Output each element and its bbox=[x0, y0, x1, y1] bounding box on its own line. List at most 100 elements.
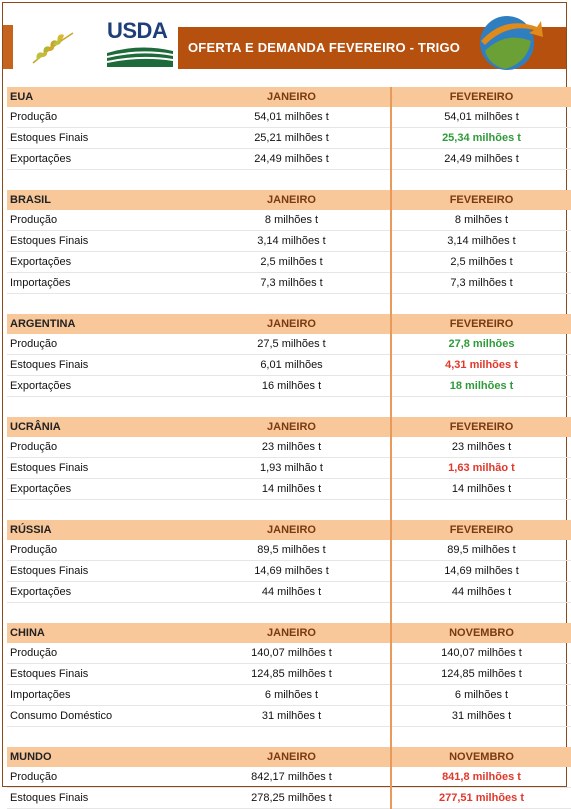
value-current: 18 milhões t bbox=[391, 375, 571, 397]
value-current: 6 milhões t bbox=[391, 684, 571, 706]
column-header-current: FEVEREIRO bbox=[391, 87, 571, 107]
table-row: Exportações 24,49 milhões t 24,49 milhões … bbox=[7, 148, 571, 170]
value-previous: 27,5 milhões t bbox=[193, 334, 392, 355]
section-spacer bbox=[7, 293, 571, 315]
value-previous: 842,17 milhões t bbox=[193, 767, 392, 788]
value-previous: 124,85 milhões t bbox=[193, 663, 392, 685]
value-current: 4,31 milhões t bbox=[391, 354, 571, 376]
table-row: Consumo Doméstico 31 milhões t 31 milhões … bbox=[7, 705, 571, 727]
value-current: 25,34 milhões t bbox=[391, 127, 571, 149]
value-previous: 8 milhões t bbox=[193, 210, 392, 231]
section-spacer bbox=[7, 499, 571, 521]
column-header-previous: JANEIRO bbox=[193, 623, 392, 643]
section-header-row: BRASIL JANEIRO FEVEREIRO bbox=[7, 190, 571, 210]
table-row: Exportações 16 milhões t 18 milhões t bbox=[7, 375, 571, 397]
spacer-cell bbox=[391, 397, 571, 418]
spacer-cell bbox=[193, 499, 392, 520]
row-label: Exportações bbox=[7, 375, 193, 397]
column-header-previous: JANEIRO bbox=[193, 314, 392, 334]
section-header-row: EUA JANEIRO FEVEREIRO bbox=[7, 87, 571, 107]
column-header-current: FEVEREIRO bbox=[391, 190, 571, 210]
value-current: 1,63 milhão t bbox=[391, 457, 571, 479]
row-label: Estoques Finais bbox=[7, 354, 193, 376]
value-current: 2,5 milhões t bbox=[391, 251, 571, 273]
spacer-cell bbox=[391, 603, 571, 624]
wheat-logo-icon bbox=[32, 32, 74, 64]
row-label: Produção bbox=[7, 437, 193, 458]
usda-landscape-icon bbox=[107, 47, 173, 67]
spacer-cell bbox=[7, 500, 193, 521]
section-spacer bbox=[7, 602, 571, 624]
globe-arrow-icon bbox=[480, 16, 543, 70]
row-label: Importações bbox=[7, 684, 193, 706]
region-name: BRASIL bbox=[7, 190, 193, 210]
section-spacer bbox=[7, 169, 571, 191]
column-header-current: NOVEMBRO bbox=[391, 747, 571, 767]
row-label: Consumo Doméstico bbox=[7, 705, 193, 727]
spacer-cell bbox=[391, 727, 571, 748]
value-previous: 23 milhões t bbox=[193, 437, 392, 458]
value-current: 3,14 milhões t bbox=[391, 230, 571, 252]
region-name: ARGENTINA bbox=[7, 314, 193, 334]
value-previous: 25,21 milhões t bbox=[193, 127, 392, 149]
usda-logo: USDA bbox=[107, 19, 173, 69]
supply-demand-tables: EUA JANEIRO FEVEREIRO Produção 54,01 milhões… bbox=[7, 87, 571, 809]
value-current: 277,51 milhões t bbox=[391, 787, 571, 809]
table-row: Estoques Finais 3,14 milhões t 3,14 milhõe… bbox=[7, 230, 571, 252]
table-row: Produção 54,01 milhões t 54,01 milhões t bbox=[7, 107, 571, 128]
table-row: Produção 27,5 milhões t 27,8 milhões bbox=[7, 334, 571, 355]
value-current: 54,01 milhões t bbox=[391, 107, 571, 128]
value-previous: 3,14 milhões t bbox=[193, 230, 392, 252]
spacer-cell bbox=[7, 397, 193, 418]
spacer-cell bbox=[391, 294, 571, 315]
value-current: 7,3 milhões t bbox=[391, 272, 571, 294]
row-label: Estoques Finais bbox=[7, 560, 193, 582]
region-name: EUA bbox=[7, 87, 193, 107]
row-label: Estoques Finais bbox=[7, 663, 193, 685]
table-row: Produção 140,07 milhões t 140,07 milhões t bbox=[7, 643, 571, 664]
spacer-cell bbox=[391, 170, 571, 191]
table-row: Produção 23 milhões t 23 milhões t bbox=[7, 437, 571, 458]
value-current: 31 milhões t bbox=[391, 705, 571, 727]
row-label: Importações bbox=[7, 272, 193, 294]
column-header-previous: JANEIRO bbox=[193, 520, 392, 540]
spacer-cell bbox=[193, 169, 392, 190]
row-label: Exportações bbox=[7, 148, 193, 170]
section-header-row: ARGENTINA JANEIRO FEVEREIRO bbox=[7, 314, 571, 334]
section-header-row: RÚSSIA JANEIRO FEVEREIRO bbox=[7, 520, 571, 540]
value-previous: 14 milhões t bbox=[193, 478, 392, 500]
usda-logo-text: USDA bbox=[107, 18, 168, 43]
column-header-previous: JANEIRO bbox=[193, 747, 392, 767]
spacer-cell bbox=[193, 293, 392, 314]
table-row: Estoques Finais 1,93 milhão t 1,63 milhão … bbox=[7, 457, 571, 479]
report-header: USDA OFERTA E DEMANDA FEVEREIRO - TRIGO bbox=[3, 3, 566, 87]
region-name: RÚSSIA bbox=[7, 520, 193, 540]
spacer-cell bbox=[391, 500, 571, 521]
column-header-previous: JANEIRO bbox=[193, 190, 392, 210]
value-previous: 14,69 milhões t bbox=[193, 560, 392, 582]
column-header-current: FEVEREIRO bbox=[391, 520, 571, 540]
value-current: 23 milhões t bbox=[391, 437, 571, 458]
column-header-current: NOVEMBRO bbox=[391, 623, 571, 643]
value-current: 44 milhões t bbox=[391, 581, 571, 603]
value-current: 14,69 milhões t bbox=[391, 560, 571, 582]
table-row: Exportações 44 milhões t 44 milhões t bbox=[7, 581, 571, 603]
table-row: Estoques Finais 14,69 milhões t 14,69 milh… bbox=[7, 560, 571, 582]
value-previous: 6,01 milhões bbox=[193, 354, 392, 376]
value-current: 89,5 milhões t bbox=[391, 540, 571, 561]
region-name: CHINA bbox=[7, 623, 193, 643]
value-current: 841,8 milhões t bbox=[391, 767, 571, 788]
spacer-cell bbox=[7, 170, 193, 191]
column-header-previous: JANEIRO bbox=[193, 87, 392, 107]
table-row: Estoques Finais 25,21 milhões t 25,34 milh… bbox=[7, 127, 571, 149]
row-label: Produção bbox=[7, 643, 193, 664]
value-current: 124,85 milhões t bbox=[391, 663, 571, 685]
spacer-cell bbox=[7, 294, 193, 315]
row-label: Produção bbox=[7, 107, 193, 128]
value-previous: 44 milhões t bbox=[193, 581, 392, 603]
table-row: Importações 7,3 milhões t 7,3 milhões t bbox=[7, 272, 571, 294]
row-label: Produção bbox=[7, 210, 193, 231]
spacer-cell bbox=[7, 603, 193, 624]
